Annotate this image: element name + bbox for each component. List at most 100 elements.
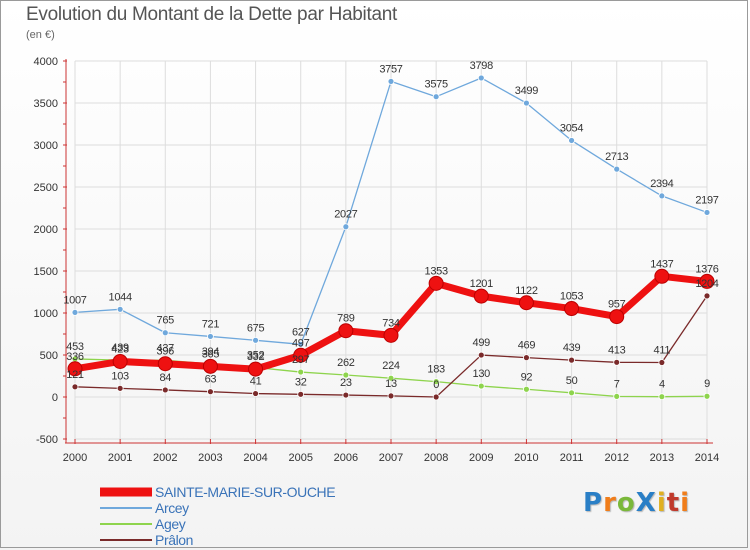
y-tick-label: 0 (52, 392, 58, 404)
data-point (432, 93, 440, 101)
data-point (654, 268, 670, 284)
data-point (71, 309, 79, 316)
data-label: 627 (292, 326, 310, 338)
data-label: 2713 (605, 151, 628, 163)
y-tick-label: 4000 (34, 56, 58, 68)
data-point (613, 165, 621, 173)
data-label: 439 (111, 342, 129, 354)
x-tick-label: 2000 (63, 452, 87, 464)
y-tick-label: 500 (40, 350, 58, 362)
data-point (473, 288, 489, 304)
data-point (342, 371, 350, 379)
data-point (383, 327, 399, 343)
data-label: 3757 (379, 63, 402, 75)
data-label: 336 (66, 351, 84, 363)
data-point (387, 78, 395, 85)
data-label: 396 (157, 346, 175, 358)
data-point (387, 392, 395, 400)
data-label: 1007 (63, 294, 86, 306)
data-point (293, 347, 309, 363)
data-label: 1376 (695, 263, 718, 275)
data-point (699, 273, 715, 289)
data-label: 3054 (560, 122, 583, 134)
data-label: 497 (292, 337, 310, 349)
x-tick-label: 2012 (604, 452, 628, 464)
legend-label: SAINTE-MARIE-SUR-OUCHE (155, 484, 336, 500)
data-point (342, 223, 350, 231)
data-point (252, 390, 259, 397)
chart-title: Evolution du Montant de la Dette par Hab… (26, 4, 397, 25)
chart-subtitle: (en €) (26, 29, 55, 41)
x-tick-label: 2007 (379, 452, 403, 464)
data-labels: 1007 1044 765 721 675 627 2027 3757 3575 3798 3499… (63, 60, 719, 391)
y-tick-label: 2000 (34, 224, 58, 236)
y-tick-label: -500 (36, 434, 58, 446)
data-point (387, 374, 395, 382)
data-label: 7 (614, 378, 620, 390)
x-tick-label: 2009 (469, 452, 493, 464)
data-point (207, 388, 214, 396)
data-label: 224 (382, 360, 400, 372)
x-tick-label: 2005 (288, 452, 312, 464)
data-label: 365 (202, 348, 220, 360)
data-label: 103 (111, 370, 129, 382)
data-label: 439 (563, 342, 581, 354)
data-point (613, 393, 621, 400)
data-point (523, 354, 530, 362)
data-label: 1353 (425, 265, 448, 277)
data-label: 394 (202, 346, 220, 358)
data-point (297, 368, 305, 376)
logo-letter: X (635, 488, 657, 518)
data-point (116, 384, 124, 392)
data-point (564, 301, 580, 317)
data-label: 3798 (470, 60, 493, 72)
data-point (477, 74, 485, 82)
x-tick-label: 2006 (334, 452, 358, 464)
data-label: 2394 (650, 178, 673, 190)
data-point (161, 386, 169, 394)
data-label: 2197 (695, 194, 718, 206)
data-label: 50 (566, 375, 578, 387)
data-point (703, 292, 711, 300)
data-point (609, 309, 625, 325)
data-label: 1122 (515, 285, 538, 297)
data-point (202, 358, 218, 374)
data-point (477, 351, 485, 359)
data-label: 3499 (515, 85, 538, 97)
data-label: 499 (473, 337, 491, 349)
x-tick-label: 2014 (695, 452, 719, 464)
legend-swatch (100, 507, 152, 509)
data-point (297, 340, 305, 348)
logo-letter: r (603, 488, 617, 518)
legend-label: Agey (155, 516, 186, 532)
legend-swatch (100, 539, 152, 541)
data-label: 1044 (109, 291, 132, 303)
axes: -500050010001500200025003000350040002000… (34, 56, 720, 464)
data-label: 0 (433, 379, 439, 391)
data-point (116, 305, 124, 313)
data-point (112, 353, 128, 369)
data-point (248, 361, 264, 377)
logo-letter: P (583, 488, 604, 518)
data-label: 352 (247, 349, 265, 361)
data-point (432, 378, 440, 386)
data-label: 13 (385, 378, 397, 390)
data-label: 957 (608, 299, 626, 311)
data-point (523, 99, 530, 107)
proxiti-logo: ProXiti (583, 488, 690, 518)
data-point (658, 192, 666, 200)
logo-letter: t (666, 488, 681, 518)
data-label: 411 (654, 344, 671, 356)
data-point (428, 275, 444, 291)
data-label: 297 (292, 354, 310, 366)
x-tick-label: 2003 (198, 452, 222, 464)
y-tick-label: 1500 (34, 266, 58, 278)
data-point (523, 385, 530, 393)
logo-letter: i (656, 488, 667, 518)
legend-label: Prâlon (155, 532, 194, 548)
data-point (568, 389, 575, 397)
data-label: 789 (337, 313, 355, 325)
data-label: 121 (66, 369, 84, 381)
series-layer (67, 74, 715, 401)
